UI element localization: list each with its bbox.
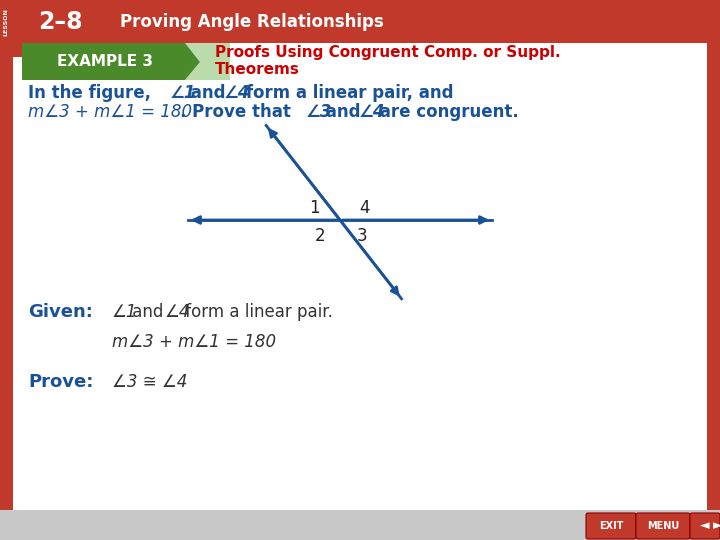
FancyBboxPatch shape	[6, 8, 714, 516]
Text: form a linear pair.: form a linear pair.	[180, 303, 333, 321]
Text: ∠4: ∠4	[224, 84, 251, 102]
Text: and: and	[320, 103, 366, 121]
Text: ∠4: ∠4	[359, 103, 385, 121]
FancyBboxPatch shape	[636, 513, 690, 539]
Text: Given:: Given:	[28, 303, 93, 321]
Text: ∠1: ∠1	[170, 84, 197, 102]
Text: form a linear pair, and: form a linear pair, and	[240, 84, 454, 102]
Text: m∠3 + m∠1 = 180: m∠3 + m∠1 = 180	[28, 103, 192, 121]
Text: and: and	[185, 84, 231, 102]
Text: . Prove that: . Prove that	[180, 103, 297, 121]
Text: EXIT: EXIT	[599, 521, 624, 531]
Text: MENU: MENU	[647, 521, 679, 531]
Text: and: and	[127, 303, 168, 321]
Text: Proofs Using Congruent Comp. or Suppl.: Proofs Using Congruent Comp. or Suppl.	[215, 45, 561, 60]
Text: 1: 1	[309, 199, 319, 217]
Text: LESSON: LESSON	[4, 8, 9, 36]
Text: 2: 2	[315, 227, 325, 245]
Polygon shape	[22, 43, 200, 80]
Text: EXAMPLE 3: EXAMPLE 3	[57, 55, 153, 70]
Text: Theorems: Theorems	[215, 63, 300, 78]
FancyBboxPatch shape	[707, 43, 720, 512]
Text: ►: ►	[714, 519, 720, 532]
Text: are congruent.: are congruent.	[374, 103, 518, 121]
FancyBboxPatch shape	[0, 510, 720, 540]
Text: Proving Angle Relationships: Proving Angle Relationships	[120, 13, 384, 31]
FancyBboxPatch shape	[586, 513, 636, 539]
Text: m∠3 + m∠1 = 180: m∠3 + m∠1 = 180	[112, 333, 276, 351]
Text: 2–8: 2–8	[38, 10, 83, 34]
Text: In the figure,: In the figure,	[28, 84, 157, 102]
Text: 3: 3	[356, 227, 367, 245]
FancyBboxPatch shape	[0, 43, 13, 512]
FancyBboxPatch shape	[0, 0, 720, 43]
Text: 4: 4	[359, 199, 369, 217]
Text: ∠1: ∠1	[112, 303, 138, 321]
Text: ◄: ◄	[700, 519, 710, 532]
FancyBboxPatch shape	[0, 38, 27, 57]
Text: ∠4: ∠4	[165, 303, 191, 321]
FancyBboxPatch shape	[690, 513, 720, 539]
Text: ∠3: ∠3	[306, 103, 333, 121]
Text: ∠3 ≅ ∠4: ∠3 ≅ ∠4	[112, 373, 187, 391]
Polygon shape	[185, 43, 230, 80]
Text: Prove:: Prove:	[28, 373, 94, 391]
